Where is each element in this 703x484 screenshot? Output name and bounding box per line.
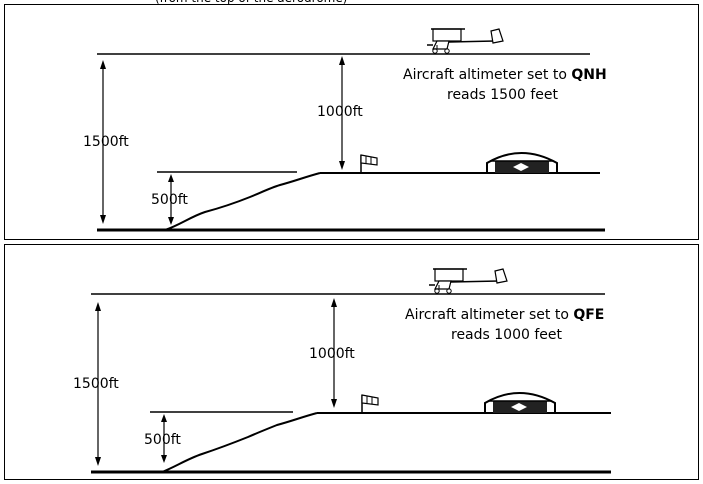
aircraft-icon	[429, 268, 508, 294]
page-header: (from the top of the aerodrome)	[155, 0, 347, 5]
label-hill-height: 500ft	[144, 432, 181, 448]
hangar-icon	[484, 392, 556, 414]
label-above-field: 1000ft	[317, 104, 363, 120]
altimeter-setting: QFE	[573, 307, 604, 323]
diagram-qnh: 1500ft 1000ft 500ft	[83, 28, 607, 232]
caption-line-2: reads 1500 feet	[447, 87, 559, 103]
hill-height-arrow	[161, 414, 167, 463]
panel-qfe: 1500ft 1000ft 500ft	[4, 244, 699, 480]
altimeter-setting: QNH	[571, 67, 606, 83]
label-hill-height: 500ft	[151, 192, 188, 208]
aircraft-icon	[427, 28, 504, 54]
total-height-arrow	[95, 302, 101, 466]
panel-qnh: 1500ft 1000ft 500ft	[4, 4, 699, 240]
terrain-slope	[164, 172, 321, 231]
hill-height-arrow	[168, 174, 174, 225]
label-total-height: 1500ft	[83, 134, 129, 150]
caption-line-2: reads 1000 feet	[451, 327, 563, 343]
label-above-field: 1000ft	[309, 346, 355, 362]
windsock-icon	[357, 154, 378, 174]
above-field-arrow	[331, 298, 337, 408]
hangar-icon	[486, 152, 558, 174]
total-height-arrow	[100, 60, 106, 224]
above-field-arrow	[339, 56, 345, 170]
diagram-qfe: 1500ft 1000ft 500ft	[73, 268, 611, 474]
caption-line-1: Aircraft altimeter set to QFE	[405, 307, 604, 323]
windsock-icon	[358, 394, 379, 414]
caption-line-1: Aircraft altimeter set to QNH	[403, 67, 607, 83]
terrain-slope	[161, 412, 318, 473]
label-total-height: 1500ft	[73, 376, 119, 392]
